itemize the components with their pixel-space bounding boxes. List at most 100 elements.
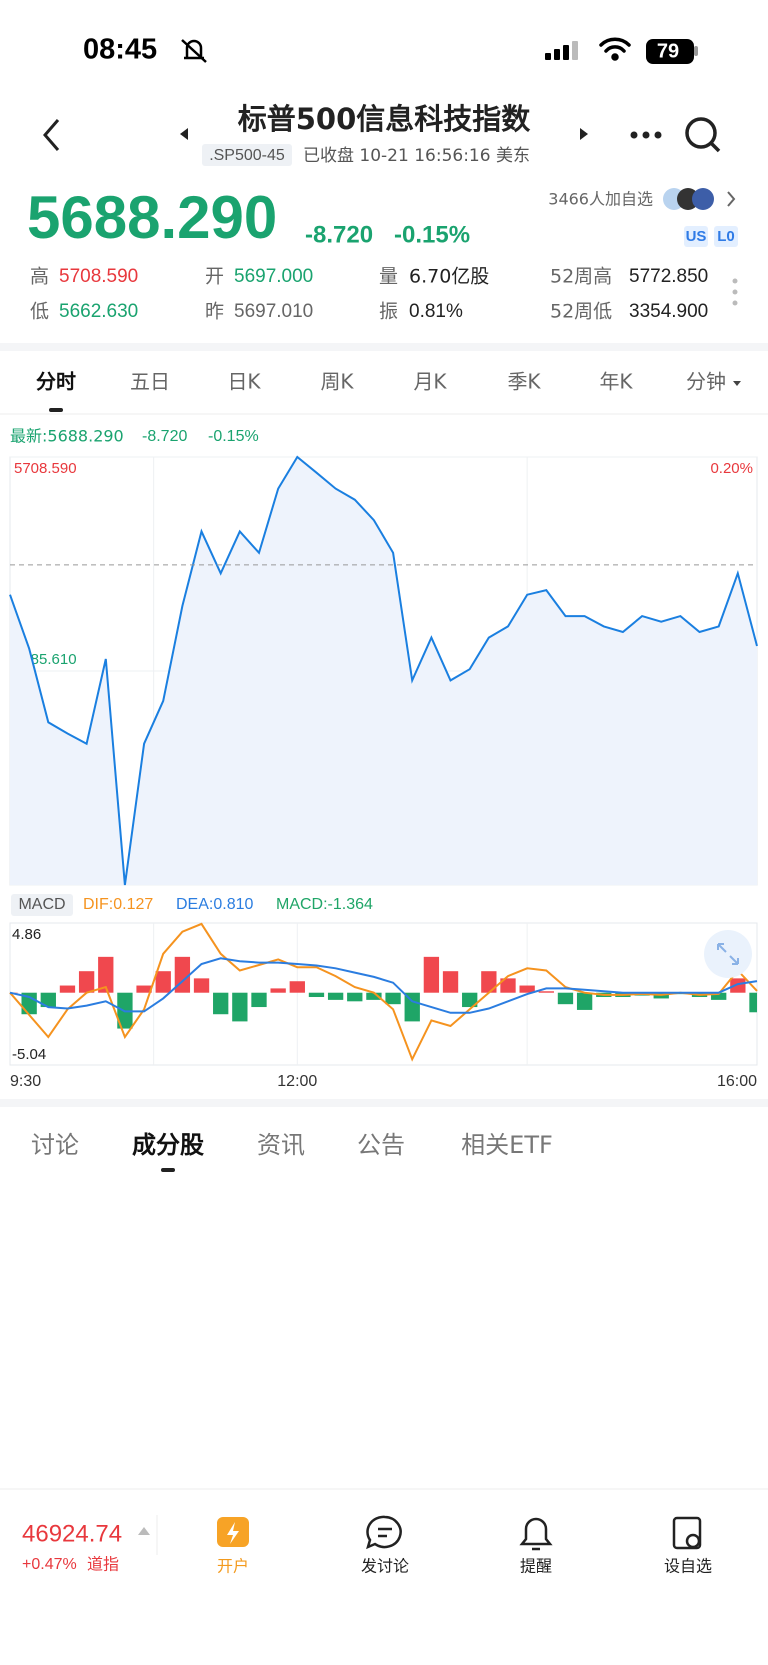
section-divider [0, 1099, 768, 1107]
macd-bar [519, 985, 535, 993]
footer-index-name: 道指 [87, 1555, 119, 1574]
latest-legend: 最新:5688.290 [10, 427, 124, 446]
macd-line [9, 957, 758, 1014]
charts: 5708.5905685.6105662.6300.20%-0.20%-0.60… [9, 455, 758, 1090]
y-tick-label: 4.86 [12, 926, 41, 943]
more-button[interactable] [630, 131, 662, 139]
expand-icon [717, 943, 739, 965]
macd-bar [423, 956, 440, 993]
last-price: 5688.290 [27, 184, 277, 251]
macd-bar [500, 978, 516, 993]
watchers: 3466人加自选 [548, 190, 653, 209]
macd-legend: MACD:-1.364 [276, 896, 373, 913]
content-tab[interactable]: 公告 [357, 1131, 405, 1159]
footer-action[interactable]: 发讨论 [361, 1557, 409, 1576]
footer-index-change: +0.47% [22, 1556, 77, 1573]
remind-icon[interactable] [519, 1517, 553, 1551]
footer-action[interactable]: 开户 [217, 1557, 249, 1576]
macd-bar [213, 992, 229, 1015]
macd-bar [730, 978, 746, 993]
badge-box [684, 226, 708, 247]
y2-tick-label: 0.20% [710, 460, 753, 477]
avatars [663, 188, 714, 210]
x-tick-label: 9:30 [10, 1073, 41, 1090]
stat-value: 5697.000 [234, 266, 313, 287]
macd-bar [59, 985, 76, 993]
macd-bar [270, 988, 286, 993]
content-tab[interactable]: 成分股 [132, 1131, 204, 1159]
macd-bar [442, 971, 459, 993]
search-button[interactable] [685, 117, 721, 153]
macd-title-box [11, 894, 73, 916]
stat-label: 52周高 [550, 266, 612, 288]
macd-title: MACD [18, 896, 65, 913]
macd-bar [385, 992, 401, 1005]
stat-value: 5662.630 [59, 301, 138, 322]
stat-label: 昨 [205, 301, 224, 323]
macd-bar [308, 992, 325, 998]
content-tab[interactable]: 相关ETF [461, 1131, 553, 1159]
macd-legend: DIF:0.127 [83, 896, 153, 913]
period-tab[interactable]: 分时 [36, 370, 76, 394]
watchers-arrow[interactable] [727, 191, 736, 207]
footer-index-value: 46924.74 [22, 1520, 122, 1547]
content-tab[interactable]: 讨论 [31, 1131, 79, 1159]
macd-bar [749, 992, 757, 1013]
stat-value: 5772.850 [629, 266, 708, 287]
stat-label: 高 [30, 266, 49, 288]
macd-bar [251, 992, 267, 1008]
footer-action[interactable]: 提醒 [520, 1557, 552, 1576]
status-time: 08:45 [83, 34, 157, 66]
stat-value: 6.70亿股 [409, 266, 489, 288]
expand-button[interactable] [704, 930, 752, 978]
macd-bar [40, 992, 56, 1008]
index-code: .SP500-45 [209, 147, 285, 164]
period-tab[interactable]: 日K [227, 370, 261, 394]
stat-value: 0.81% [409, 301, 463, 322]
period-tabs: 分时 五日 日K 周K 月K 季K 年K 分钟 [36, 370, 741, 394]
section-divider [0, 343, 768, 351]
prev-button[interactable] [180, 128, 188, 140]
battery-level: 79 [657, 40, 679, 62]
period-tab[interactable]: 年K [599, 370, 633, 394]
next-button[interactable] [580, 128, 588, 140]
macd-bar [347, 992, 363, 1002]
macd-bar [366, 992, 382, 1000]
period-tab[interactable]: 分钟 [686, 370, 726, 394]
stat-value: 3354.900 [629, 301, 708, 322]
period-tab[interactable]: 季K [507, 370, 541, 394]
period-tab[interactable]: 五日 [130, 370, 170, 394]
period-tab[interactable]: 周K [320, 370, 354, 394]
back-button[interactable] [43, 119, 60, 151]
battery [646, 39, 694, 64]
macd-bar [193, 978, 210, 993]
price-line [9, 455, 758, 886]
macd-bar [404, 992, 420, 1022]
market-status: 已收盘 10-21 16:56:16 美东 [303, 146, 530, 166]
macd-bar [78, 971, 95, 993]
y-tick-label: -5.04 [12, 1046, 46, 1063]
macd-legend: DEA:0.810 [176, 896, 253, 913]
discuss-icon[interactable] [366, 1515, 402, 1550]
stat-value: 5697.010 [234, 301, 313, 322]
watchlist-icon[interactable] [672, 1516, 702, 1550]
page-title: 标普500信息科技指数 [238, 102, 532, 136]
open-account-bolt [227, 1522, 239, 1544]
signal-icon [545, 41, 578, 60]
battery-tip [694, 46, 698, 56]
stat-label: 振 [379, 301, 398, 323]
footer-action[interactable]: 设自选 [664, 1557, 712, 1576]
market-badge: US [686, 228, 707, 245]
macd-bar [98, 956, 114, 993]
macd-bar [462, 992, 478, 1008]
period-tab[interactable]: 月K [413, 370, 447, 394]
macd-bar [155, 971, 171, 993]
badge-box [714, 226, 738, 247]
macd-bar [481, 971, 497, 993]
price-change: -8.720 [305, 221, 373, 248]
price-area [10, 457, 757, 885]
wifi-icon [599, 37, 631, 61]
content-tab[interactable]: 资讯 [257, 1131, 305, 1159]
macd-bar [576, 992, 593, 1010]
stats-more[interactable] [732, 278, 738, 306]
